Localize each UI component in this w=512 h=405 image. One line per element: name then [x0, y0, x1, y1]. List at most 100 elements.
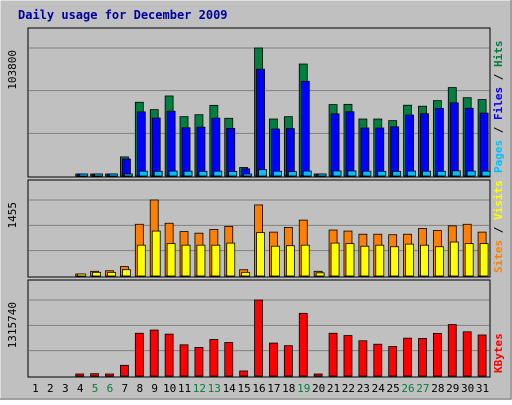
- legend-entry: Sites: [492, 240, 505, 273]
- bar-hits-pages-day-31: [481, 170, 491, 177]
- x-tick-label-7: 7: [122, 382, 129, 395]
- bar-kbytes-kbytes-day-9: [149, 329, 159, 377]
- legend-entry: /: [492, 220, 505, 240]
- legend-entry: Files: [492, 87, 505, 120]
- bar-hits-pages-day-26: [407, 170, 416, 177]
- x-tick-label-18: 18: [282, 382, 295, 395]
- bar-hits-pages-day-25: [392, 171, 402, 177]
- x-tick-label-14: 14: [223, 382, 237, 395]
- bar-visits-sites-day-25: [390, 246, 400, 277]
- bar-kbytes-kbytes-day-18: [283, 345, 293, 377]
- bar-visits-sites-day-4: [77, 273, 87, 277]
- x-tick-label-10: 10: [163, 382, 176, 395]
- x-tick-label-16: 16: [252, 382, 265, 395]
- y-max-label: 1315740: [6, 302, 19, 348]
- bar-visits-sites-day-18: [285, 245, 295, 277]
- bar-visits-sites-day-17: [271, 245, 280, 277]
- bar-visits-sites-day-8: [136, 244, 146, 277]
- bar-hits-files-day-30: [464, 107, 474, 177]
- bar-visits-sites-day-13: [211, 244, 221, 277]
- x-axis-labels: 1 2 3 4 5 6 7 8 9 10 11 12 13 14 15 16 17 18 19 20 21 22 23 24 2…: [32, 382, 489, 395]
- bar-visits-sites-day-23: [360, 245, 370, 277]
- bar-hits-files-day-26: [405, 114, 414, 177]
- bar-kbytes-kbytes-day-24: [373, 343, 383, 377]
- bar-kbytes-kbytes-day-30: [462, 331, 472, 377]
- bar-hits-pages-day-7: [124, 173, 133, 177]
- bar-hits-pages-day-14: [228, 171, 238, 177]
- panel-hits: 103800 Pages / Files / Hits: [6, 27, 505, 178]
- bar-hits-files-day-22: [345, 111, 355, 177]
- x-tick-label-26: 26: [401, 382, 414, 395]
- bar-kbytes-kbytes-day-5: [90, 373, 100, 377]
- x-tick-label-9: 9: [151, 382, 158, 395]
- bar-kbytes-kbytes-day-7: [120, 364, 129, 377]
- bar-hits-pages-day-10: [168, 170, 178, 177]
- bar-hits-files-day-25: [390, 126, 400, 177]
- bar-hits-files-day-23: [360, 127, 370, 177]
- bar-hits-pages-day-20: [317, 173, 327, 177]
- bar-visits-sites-day-28: [434, 246, 444, 277]
- legend-kbytes: KBytes: [492, 333, 505, 373]
- bar-hits-files-day-11: [181, 127, 191, 177]
- x-tick-label-25: 25: [387, 382, 400, 395]
- bar-visits-sites-day-11: [181, 244, 191, 277]
- legend-entry: Visits: [492, 180, 505, 220]
- bar-hits-files-day-18: [285, 128, 295, 177]
- legend-entry: KBytes: [492, 333, 505, 373]
- bar-kbytes-kbytes-day-4: [75, 373, 85, 377]
- legend-entry: /: [492, 67, 505, 87]
- x-tick-label-1: 1: [32, 382, 39, 395]
- bar-hits-pages-day-8: [138, 170, 148, 177]
- x-tick-label-8: 8: [136, 382, 143, 395]
- bar-hits-files-day-10: [166, 110, 176, 177]
- bar-kbytes-kbytes-day-12: [194, 347, 204, 377]
- x-tick-label-4: 4: [77, 382, 84, 395]
- bar-kbytes-kbytes-day-21: [328, 332, 338, 377]
- bar-hits-pages-day-12: [198, 170, 208, 177]
- bar-hits-pages-day-4: [79, 173, 89, 177]
- bar-kbytes-kbytes-day-26: [403, 337, 412, 377]
- x-tick-label-29: 29: [446, 382, 459, 395]
- legend-entry: Hits: [492, 41, 505, 68]
- x-tick-label-20: 20: [312, 382, 325, 395]
- bar-hits-files-day-24: [375, 127, 385, 177]
- bar-kbytes-kbytes-day-10: [164, 333, 174, 377]
- bar-visits-sites-day-26: [405, 243, 414, 277]
- bar-kbytes-kbytes-day-17: [269, 342, 278, 377]
- bar-kbytes-kbytes-day-23: [358, 340, 368, 377]
- bar-hits-pages-day-11: [183, 170, 193, 177]
- bar-hits-files-day-31: [479, 112, 489, 177]
- panels: 103800 Pages / Files / Hits 1455 Sites / Vi…: [6, 27, 505, 378]
- bar-hits-files-day-27: [420, 113, 429, 177]
- panel-visits: 1455 Sites / Visits: [6, 179, 505, 278]
- bar-hits-pages-day-29: [451, 170, 461, 177]
- x-tick-label-12: 12: [193, 382, 206, 395]
- bar-visits-sites-day-30: [464, 243, 474, 277]
- bar-visits-sites-day-22: [345, 243, 355, 277]
- bar-hits-files-day-16: [256, 68, 265, 177]
- bar-kbytes-kbytes-day-19: [298, 312, 308, 377]
- bar-hits-pages-day-17: [273, 170, 282, 177]
- bar-visits-sites-day-12: [196, 244, 206, 277]
- x-tick-label-13: 13: [208, 382, 221, 395]
- chart-title: Daily usage for December 2009: [18, 8, 228, 22]
- bar-kbytes-kbytes-day-31: [477, 334, 487, 377]
- x-tick-label-23: 23: [357, 382, 370, 395]
- bar-visits-sites-day-21: [330, 242, 340, 277]
- bar-kbytes-kbytes-day-28: [432, 332, 442, 377]
- bar-kbytes-kbytes-day-20: [313, 373, 323, 377]
- bar-hits-files-day-7: [122, 158, 131, 177]
- bar-hits-files-day-13: [211, 117, 221, 177]
- bar-visits-sites-day-20: [315, 272, 325, 277]
- x-tick-label-3: 3: [62, 382, 69, 395]
- bar-hits-pages-day-19: [302, 170, 312, 177]
- bar-visits-sites-day-14: [226, 242, 236, 277]
- bar-hits-pages-day-13: [213, 170, 223, 177]
- bar-hits-files-day-9: [151, 117, 161, 177]
- x-tick-label-5: 5: [92, 382, 99, 395]
- x-tick-label-17: 17: [267, 382, 280, 395]
- bar-hits-pages-day-15: [243, 173, 253, 177]
- x-tick-label-24: 24: [372, 382, 386, 395]
- y-max-label: 1455: [6, 202, 19, 229]
